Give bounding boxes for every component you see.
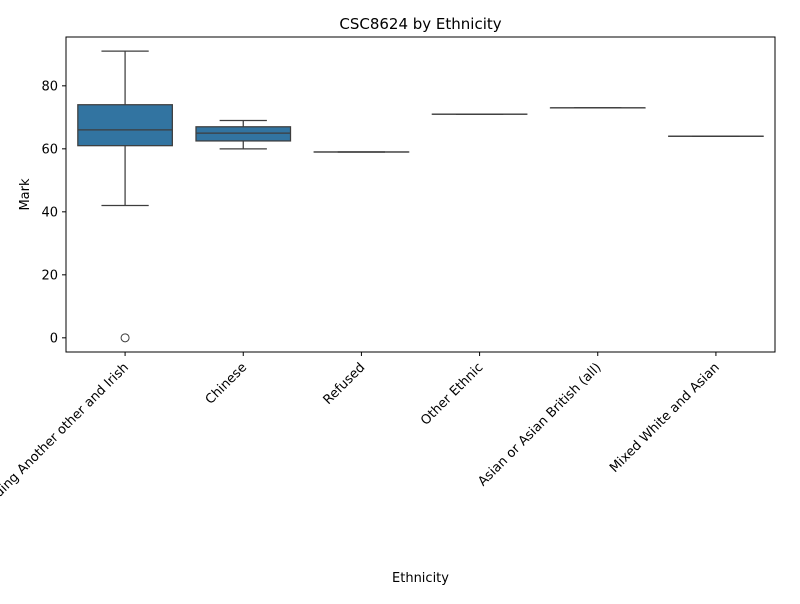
- x-tick-label: Asian or Asian British (all): [475, 360, 604, 489]
- outlier-point: [121, 334, 129, 342]
- y-axis-label: Mark: [18, 178, 33, 211]
- y-tick-label: 60: [41, 142, 58, 157]
- x-axis-label: Ethnicity: [392, 571, 449, 586]
- box: [78, 105, 173, 146]
- x-tick-label: Mixed White and Asian: [607, 360, 723, 476]
- y-tick-label: 20: [41, 268, 58, 283]
- x-tick-label: Other Ethnic: [418, 360, 486, 428]
- x-tick-label: Chinese: [203, 360, 250, 407]
- y-tick-label: 0: [50, 331, 58, 346]
- x-tick-label: Refused: [321, 360, 369, 408]
- x-tick-label: White including Another other and Irish: [0, 360, 132, 552]
- chart-title: CSC8624 by Ethnicity: [339, 15, 501, 33]
- y-tick-label: 40: [41, 205, 58, 220]
- y-tick-label: 80: [41, 79, 58, 94]
- box: [196, 127, 291, 141]
- plot-frame: [66, 37, 775, 352]
